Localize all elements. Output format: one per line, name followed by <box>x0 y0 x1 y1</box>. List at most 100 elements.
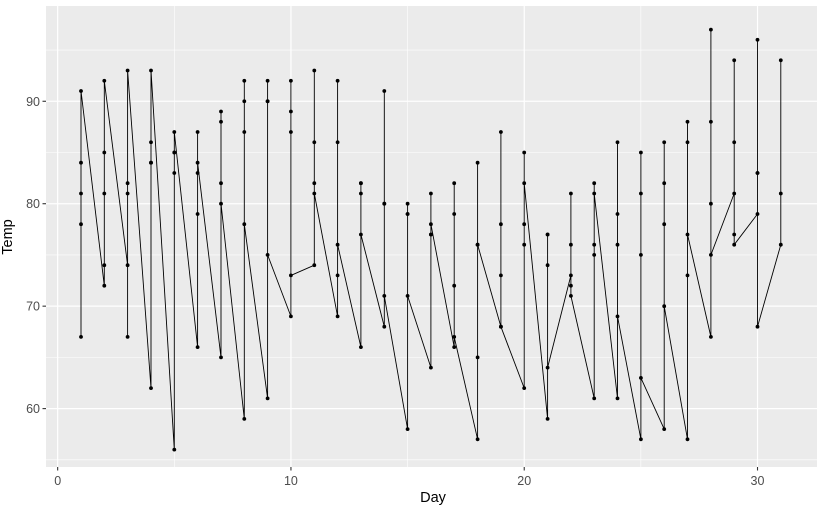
data-point <box>685 232 690 237</box>
data-point <box>102 263 107 268</box>
data-point <box>522 222 527 227</box>
data-point <box>732 58 737 63</box>
data-point <box>335 273 340 278</box>
data-point <box>499 324 503 329</box>
data-point <box>475 242 480 247</box>
data-point <box>125 68 130 73</box>
data-point <box>79 222 83 227</box>
data-point <box>79 89 83 93</box>
data-point <box>452 345 457 349</box>
data-point <box>125 191 130 196</box>
data-point <box>592 253 597 257</box>
data-point <box>219 119 223 124</box>
y-tick-label: 80 <box>26 197 40 211</box>
data-point <box>709 27 713 32</box>
data-point <box>172 150 177 155</box>
x-tick-label: 30 <box>751 474 765 488</box>
data-point <box>312 191 317 196</box>
data-point <box>102 191 107 196</box>
data-point <box>312 140 317 145</box>
data-point <box>102 78 107 83</box>
data-point <box>639 376 643 380</box>
data-point <box>289 314 293 319</box>
data-point <box>405 294 410 298</box>
data-point <box>709 201 713 206</box>
data-point <box>265 396 270 401</box>
data-point <box>569 273 573 278</box>
data-point <box>732 191 737 196</box>
y-tick-label: 60 <box>26 402 40 416</box>
data-point <box>195 130 200 134</box>
data-point <box>452 335 457 339</box>
data-point <box>615 314 620 319</box>
data-point <box>429 365 433 370</box>
data-point <box>382 294 387 298</box>
data-point <box>685 273 690 278</box>
data-point <box>452 212 457 216</box>
data-point <box>755 212 760 216</box>
data-point <box>125 181 130 186</box>
data-point <box>499 222 503 227</box>
data-point <box>662 222 667 227</box>
data-point <box>732 232 737 237</box>
data-point <box>499 130 503 134</box>
data-point <box>545 417 550 421</box>
y-tick-label: 70 <box>26 300 40 314</box>
data-point <box>452 181 457 186</box>
data-point <box>569 294 573 298</box>
data-point <box>359 191 363 196</box>
data-point <box>615 212 620 216</box>
data-point <box>685 437 690 442</box>
data-point <box>522 181 527 186</box>
data-point <box>289 78 293 83</box>
data-point <box>172 130 177 134</box>
data-point <box>639 437 643 442</box>
data-point <box>242 99 247 104</box>
data-point <box>615 140 620 145</box>
data-point <box>382 324 387 329</box>
x-tick-label: 20 <box>517 474 531 488</box>
data-point <box>149 68 153 73</box>
y-tick-label: 90 <box>26 95 40 109</box>
data-point <box>335 242 340 247</box>
data-point <box>429 222 433 227</box>
data-point <box>755 37 760 42</box>
data-point <box>709 335 713 339</box>
data-point <box>778 58 783 63</box>
data-point <box>685 140 690 145</box>
data-point <box>219 201 223 206</box>
data-point <box>125 335 130 339</box>
data-point <box>312 68 317 73</box>
data-point <box>569 242 573 247</box>
series-line <box>80 29 782 451</box>
data-point <box>195 345 200 349</box>
data-point <box>475 355 480 360</box>
data-point <box>289 273 293 278</box>
data-point <box>172 447 177 452</box>
data-point <box>149 386 153 390</box>
data-point <box>219 181 223 186</box>
data-point <box>359 181 363 186</box>
data-point <box>709 253 713 257</box>
data-point <box>195 212 200 216</box>
data-point <box>662 427 667 431</box>
data-point <box>335 140 340 145</box>
data-point <box>522 150 527 155</box>
data-point <box>732 242 737 247</box>
x-tick-label: 10 <box>284 474 298 488</box>
data-point <box>778 191 783 196</box>
data-point <box>149 140 153 145</box>
data-point <box>219 355 223 360</box>
data-point <box>405 201 410 206</box>
data-point <box>102 150 107 155</box>
data-point <box>102 283 107 288</box>
data-point <box>79 191 83 196</box>
data-point <box>592 396 597 401</box>
data-point <box>405 427 410 431</box>
data-point <box>219 109 223 114</box>
data-point <box>312 181 317 186</box>
data-point <box>289 109 293 114</box>
data-point <box>639 191 643 196</box>
